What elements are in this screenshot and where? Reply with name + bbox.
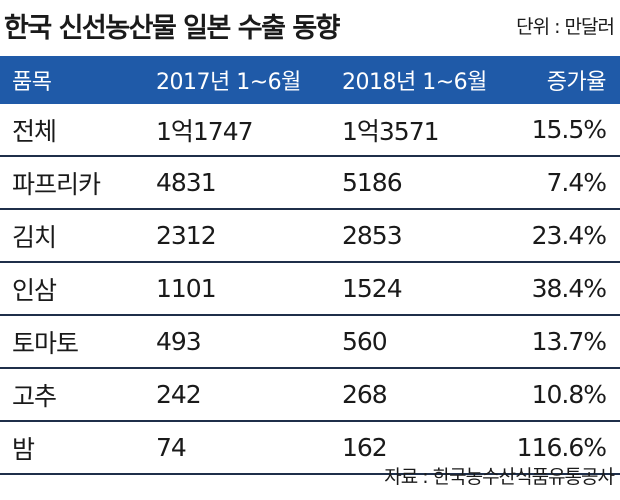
value-2017-cell: 74 [156,433,187,462]
table-row: 토마토 493 560 13.7% [0,316,620,369]
value-2018-cell: 268 [342,380,388,409]
table-row: 파프리카 4831 5186 7.4% [0,157,620,210]
source-note: 자료 : 한국농수산식품유통공사 [384,466,615,488]
page-title: 한국 신선농산물 일본 수출 동향 [4,13,341,44]
table-row: 인삼 1101 1524 38.4% [0,263,620,316]
value-2018-cell: 560 [342,327,388,356]
item-cell: 전체 [12,116,57,146]
growth-cell: 15.5% [531,115,607,144]
table-row: 고추 242 268 10.8% [0,369,620,422]
table-header-row: 품목 2017년 1~6월 2018년 1~6월 증가율 [0,56,620,104]
value-2017-cell: 493 [156,327,202,356]
item-cell: 토마토 [12,328,79,358]
value-2017-cell: 1억1747 [156,116,254,146]
header-2017: 2017년 1~6월 [156,70,301,95]
growth-cell: 116.6% [516,433,607,462]
header-2018: 2018년 1~6월 [342,70,487,95]
header-growth: 증가율 [546,70,607,95]
item-cell: 고추 [12,381,57,411]
table-row: 전체 1억1747 1억3571 15.5% [0,104,620,157]
item-cell: 밤 [12,434,35,464]
item-cell: 인삼 [12,275,57,305]
value-2017-cell: 242 [156,380,202,409]
header: 한국 신선농산물 일본 수출 동향 단위 : 만달러 [0,0,620,52]
value-2018-cell: 162 [342,433,388,462]
value-2017-cell: 1101 [156,274,217,303]
value-2018-cell: 5186 [342,168,403,197]
table-row: 밤 74 162 116.6% [0,422,620,475]
growth-cell: 13.7% [531,327,607,356]
table-row: 김치 2312 2853 23.4% [0,210,620,263]
growth-cell: 7.4% [546,168,607,197]
unit-label: 단위 : 만달러 [516,16,615,38]
value-2017-cell: 4831 [156,168,217,197]
item-cell: 파프리카 [12,169,101,199]
value-2018-cell: 2853 [342,221,403,250]
growth-cell: 38.4% [531,274,607,303]
value-2018-cell: 1억3571 [342,116,440,146]
data-table: 품목 2017년 1~6월 2018년 1~6월 증가율 전체 1억1747 1… [0,56,620,475]
value-2017-cell: 2312 [156,221,217,250]
growth-cell: 23.4% [531,221,607,250]
value-2018-cell: 1524 [342,274,403,303]
item-cell: 김치 [12,222,57,252]
growth-cell: 10.8% [531,380,607,409]
header-item: 품목 [12,70,52,95]
